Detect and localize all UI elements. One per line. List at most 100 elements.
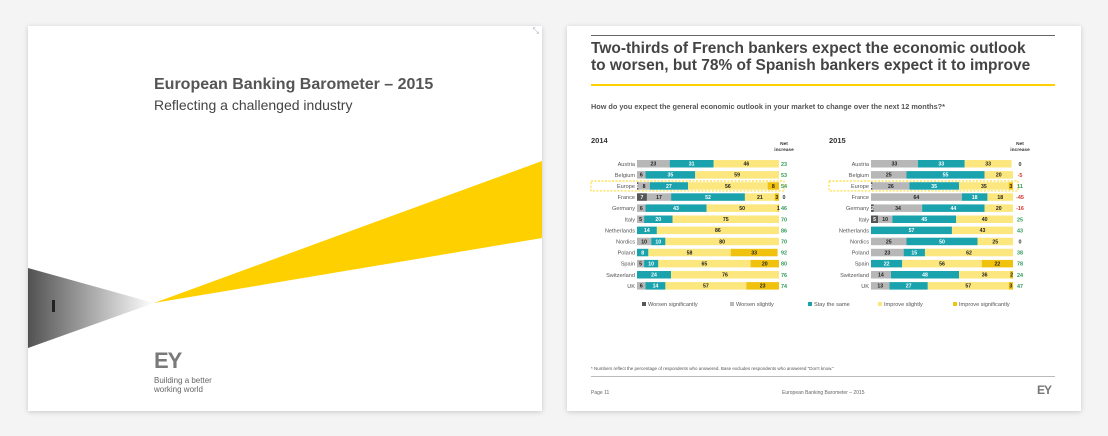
net-increase-value: 78: [1017, 262, 1023, 268]
data-label: 86: [715, 228, 721, 234]
net-increase-value: -5: [1018, 173, 1023, 179]
bar-segment: [871, 271, 891, 279]
bar-segment: [987, 193, 1013, 201]
net-increase-value: 80: [781, 262, 787, 268]
bar-segment: [744, 193, 775, 201]
net-increase-value: 86: [781, 228, 787, 234]
bottom-divider: [591, 376, 1055, 377]
data-label: 52: [705, 195, 711, 201]
yellow-divider: [591, 84, 1055, 86]
data-label: 65: [702, 262, 708, 268]
legend-swatch: [808, 302, 812, 306]
bar-segment: [927, 282, 1009, 290]
bar-segment: [964, 160, 1012, 168]
page-number: Page 11: [591, 390, 610, 396]
data-label: 62: [966, 250, 972, 256]
bar-segment: [871, 259, 903, 268]
chart-slide[interactable]: Two-thirds of French bankers expect the …: [567, 26, 1081, 411]
bar-segment: [924, 248, 1013, 257]
bar-segment: [645, 282, 666, 290]
cover-graphic: [28, 161, 542, 348]
footer-title: European Banking Barometer – 2015: [782, 390, 865, 396]
bar-segment: [658, 259, 751, 268]
tagline-line-2: working world: [154, 385, 203, 394]
data-label: 5: [639, 262, 642, 268]
bar-segment: [706, 204, 778, 212]
data-label: 76: [722, 273, 728, 279]
beam-graphic: [154, 161, 542, 303]
data-label: 59: [734, 173, 740, 179]
bar-segment: [688, 182, 768, 190]
cover-slide[interactable]: European Banking Barometer – 2015 Reflec…: [28, 26, 542, 411]
bar-segment: [951, 226, 1013, 235]
net-increase-value: 0: [1019, 240, 1022, 246]
category-label: Europe: [617, 184, 635, 190]
bar-segment: [871, 171, 907, 179]
data-label: 56: [939, 262, 945, 268]
slide-title-line-1: Two-thirds of French bankers expect the …: [591, 40, 1026, 57]
data-label: 10: [655, 239, 661, 245]
top-divider: [591, 35, 1055, 36]
footnote: * Numbers reflect the percentage of resp…: [591, 366, 834, 371]
bar-segment: [871, 204, 874, 212]
bar-segment: [892, 215, 957, 223]
net-increase-value: 43: [1017, 228, 1023, 234]
data-label: 44: [950, 206, 956, 212]
bar-segment: [695, 171, 779, 179]
legend-swatch: [642, 302, 646, 306]
legend-swatch: [730, 302, 734, 306]
highlight-box: [590, 180, 785, 192]
category-label: Italy: [625, 217, 635, 223]
bar-segment: [656, 226, 779, 235]
data-label: 64: [914, 195, 920, 201]
bar-segment: [649, 182, 689, 190]
data-label: 35: [667, 173, 673, 179]
category-label: Germany: [612, 206, 635, 212]
data-label: 2: [1010, 273, 1013, 279]
data-label: 46: [743, 162, 749, 168]
bar-segment: [746, 282, 779, 290]
expand-icon[interactable]: ⤡: [532, 26, 539, 35]
data-label: 33: [751, 250, 757, 256]
bar-segment: [637, 282, 646, 290]
data-label: 35: [981, 184, 987, 190]
bar-segment: [774, 193, 779, 201]
net-increase-value: 38: [1017, 251, 1023, 257]
bar-segment: [890, 271, 960, 279]
bar-segment: [671, 193, 745, 201]
data-label: 58: [687, 250, 693, 256]
survey-question: How do you expect the general economic o…: [591, 102, 945, 111]
data-label: 31: [689, 162, 695, 168]
data-label: 57: [965, 284, 971, 290]
net-increase-value: 92: [781, 251, 787, 257]
cover-subtitle: Reflecting a challenged industry: [154, 97, 353, 113]
bar-segment: [637, 171, 646, 179]
data-label: 80: [719, 239, 725, 245]
bar-segment: [878, 215, 893, 223]
data-label: 33: [892, 162, 898, 168]
net-header-1: Net: [780, 141, 788, 147]
data-label: 23: [760, 284, 766, 290]
category-label: Italy: [859, 217, 869, 223]
data-label: 6: [640, 173, 643, 179]
bar-segment: [651, 237, 666, 246]
data-label: 2: [871, 206, 874, 212]
category-label: Spain: [855, 262, 869, 268]
net-increase-value: 53: [781, 173, 787, 179]
bar-segment: [1008, 282, 1013, 290]
data-label: 36: [982, 273, 988, 279]
bar-segment: [956, 215, 1013, 223]
data-label: 25: [992, 239, 998, 245]
data-label: 20: [996, 206, 1002, 212]
bar-segment: [873, 204, 923, 212]
bar-segment: [644, 215, 673, 223]
bar-segment: [713, 160, 779, 168]
bar-segment: [767, 182, 779, 190]
category-label: Poland: [852, 251, 869, 257]
data-label: 25: [886, 239, 892, 245]
bar-segment: [903, 248, 925, 257]
net-increase-value: 0: [783, 195, 786, 201]
data-label: 6: [640, 206, 643, 212]
bar-segment: [672, 215, 779, 223]
data-label: 33: [938, 162, 944, 168]
